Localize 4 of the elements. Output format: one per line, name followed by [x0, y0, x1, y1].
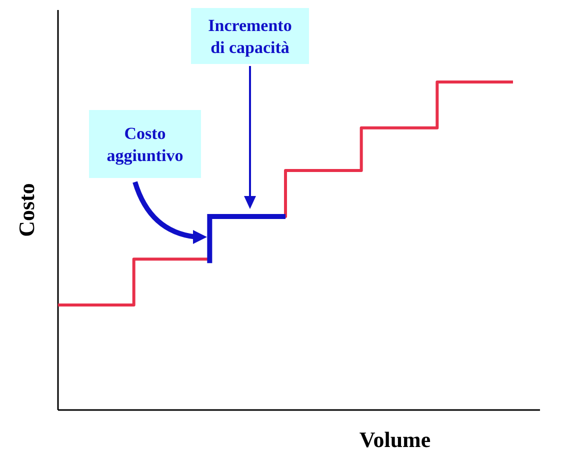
y-axis-title: Costo: [14, 183, 39, 237]
x-axis-title: Volume: [359, 427, 431, 452]
annotation: Costo aggiuntivo: [106, 124, 184, 165]
text: Incremento di capacità: [208, 16, 292, 57]
